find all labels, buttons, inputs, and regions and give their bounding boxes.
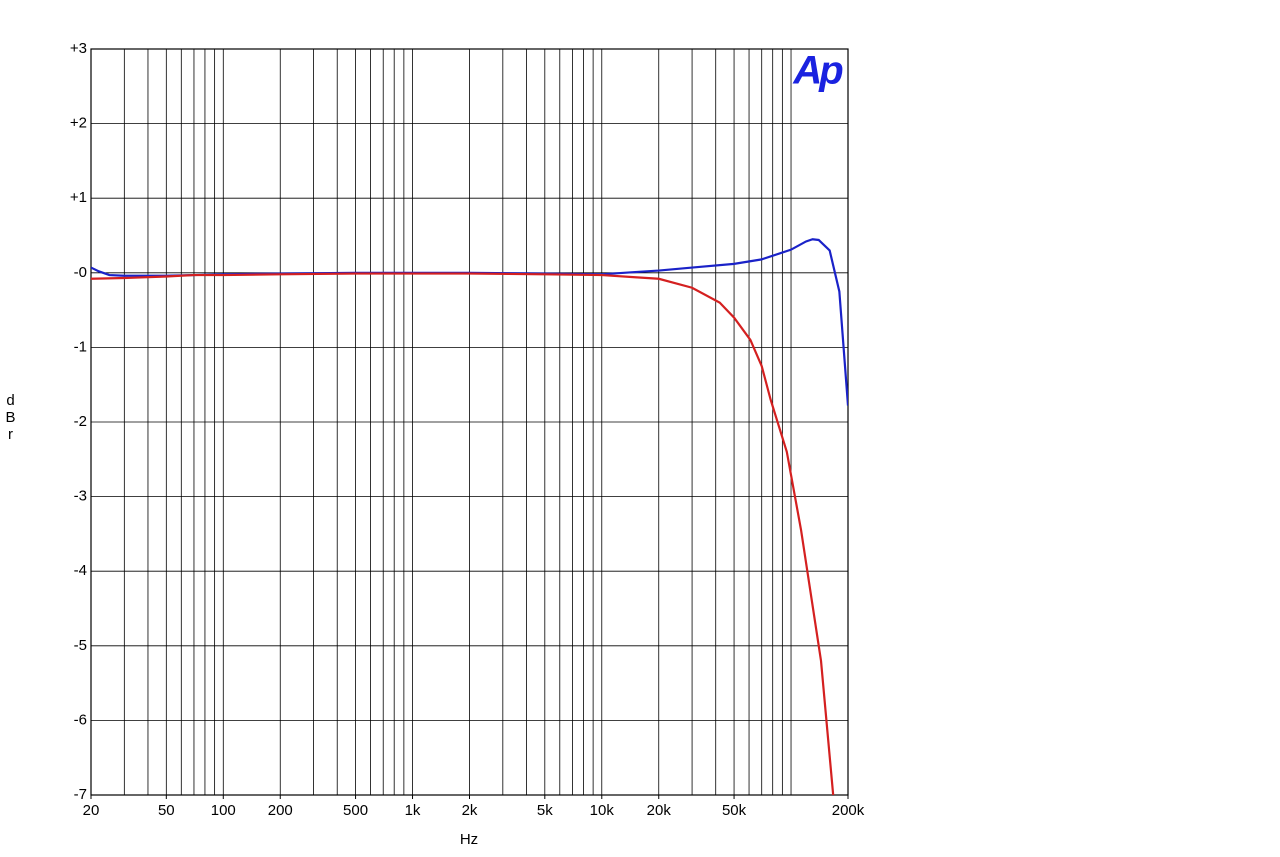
y-tick-label: -5 xyxy=(74,637,87,654)
series-line xyxy=(91,272,835,795)
y-tick-label: -0 xyxy=(74,264,87,281)
x-tick-label: 2k xyxy=(462,802,478,819)
y-tick-label: -1 xyxy=(74,338,87,355)
y-tick-label: -2 xyxy=(74,413,87,430)
x-tick-label: 10k xyxy=(590,802,615,819)
x-tick-label: 500 xyxy=(343,802,368,819)
x-tick-label: 50k xyxy=(722,802,747,819)
x-tick-label: 5k xyxy=(537,802,553,819)
x-tick-label: 200k xyxy=(832,802,865,819)
y-tick-label: -4 xyxy=(74,562,87,579)
x-tick-label: 20k xyxy=(647,802,672,819)
y-tick-label: +2 xyxy=(70,115,87,132)
y-axis-label: dBr xyxy=(2,392,19,443)
y-tick-label: +1 xyxy=(70,189,87,206)
x-tick-label: 1k xyxy=(405,802,421,819)
y-tick-label: +3 xyxy=(70,40,87,57)
x-tick-label: 100 xyxy=(211,802,236,819)
y-tick-label: -3 xyxy=(74,488,87,505)
x-tick-label: 200 xyxy=(268,802,293,819)
plot-frame xyxy=(90,48,849,796)
y-tick-label: -7 xyxy=(74,786,87,803)
x-tick-label: 50 xyxy=(158,802,175,819)
y-tick-label: -6 xyxy=(74,711,87,728)
x-axis-label: Hz xyxy=(460,831,478,848)
logo: Ap xyxy=(792,49,843,93)
x-tick-label: 20 xyxy=(83,802,100,819)
